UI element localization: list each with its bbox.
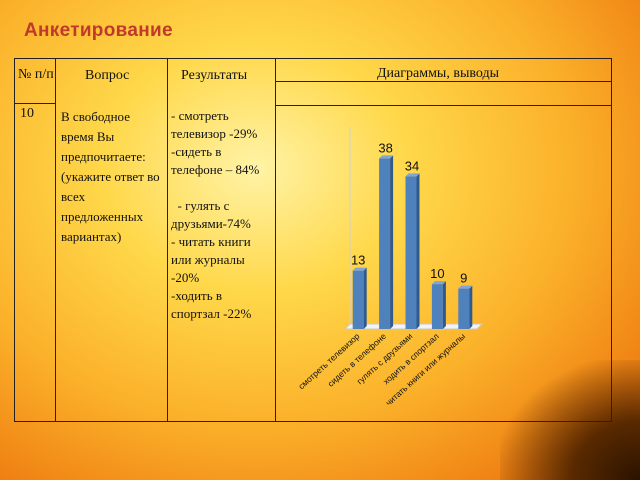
header-number: № п/п xyxy=(18,67,54,82)
result-item: - читать книги или журналы -20% xyxy=(171,234,251,285)
results-list: - смотреть телевизор -29% -сидеть в теле… xyxy=(171,107,273,323)
header-results: Результаты xyxy=(181,68,248,83)
row-number: 10 xyxy=(20,106,34,121)
bar-side xyxy=(390,155,394,329)
table-divider xyxy=(275,59,276,421)
survey-table: № п/п Вопрос Результаты Диаграммы, вывод… xyxy=(14,58,612,422)
result-item: - смотреть телевизор -29% xyxy=(171,108,258,141)
bar-top xyxy=(352,267,367,271)
result-item: -сидеть в телефоне – 84% xyxy=(171,144,260,177)
data-label: 10 xyxy=(430,266,444,281)
result-item xyxy=(171,179,273,197)
slide-title: Анкетирование xyxy=(24,20,173,41)
header-charts: Диаграммы, выводы xyxy=(377,66,499,81)
bar xyxy=(405,176,417,329)
bar-top xyxy=(379,155,394,159)
bar xyxy=(431,284,443,329)
bar xyxy=(379,158,391,329)
table-divider xyxy=(167,59,168,421)
bar-top xyxy=(431,281,446,285)
bar xyxy=(458,288,470,329)
bar-side xyxy=(469,285,473,329)
table-divider xyxy=(15,103,55,104)
bar xyxy=(352,270,364,329)
bar-top xyxy=(405,173,420,177)
table-divider xyxy=(275,105,612,106)
bar-top xyxy=(458,285,473,289)
bar-side xyxy=(363,267,367,329)
data-label: 38 xyxy=(378,140,392,155)
data-label: 34 xyxy=(405,158,419,173)
data-label: 13 xyxy=(351,253,365,268)
bar-side xyxy=(442,281,446,329)
table-divider xyxy=(55,59,56,421)
row-question: В свободное время Вы предпочитаете: (ука… xyxy=(61,109,160,244)
background-shadow xyxy=(500,360,640,480)
data-label: 9 xyxy=(460,271,467,286)
result-item: -ходить в спортзал -22% xyxy=(171,288,252,321)
bar-side xyxy=(416,173,420,329)
result-item: - гулять с друзьями-74% xyxy=(171,198,251,231)
table-divider xyxy=(275,81,612,82)
header-question: Вопрос xyxy=(85,68,130,83)
